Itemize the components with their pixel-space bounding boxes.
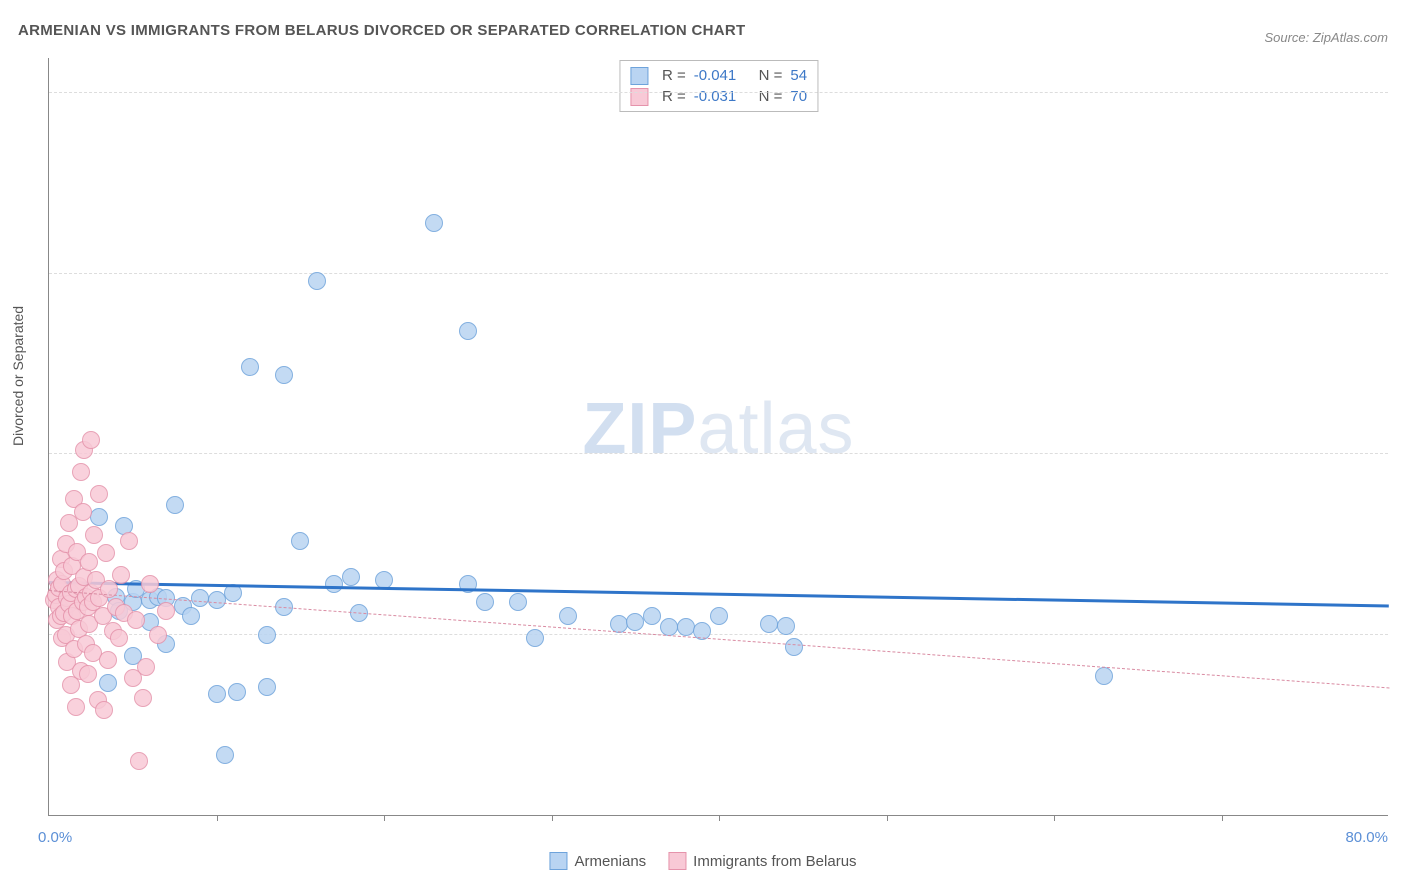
data-point bbox=[137, 658, 155, 676]
data-point bbox=[208, 591, 226, 609]
gridline bbox=[49, 273, 1388, 274]
data-point bbox=[626, 613, 644, 631]
data-point bbox=[120, 532, 138, 550]
n-label: N = bbox=[750, 65, 782, 86]
data-point bbox=[208, 685, 226, 703]
trend-line bbox=[49, 581, 1389, 607]
data-point bbox=[258, 678, 276, 696]
gridline bbox=[49, 453, 1388, 454]
y-tick-label: 20.0% bbox=[1395, 429, 1406, 446]
data-point bbox=[258, 626, 276, 644]
data-point bbox=[677, 618, 695, 636]
data-point bbox=[559, 607, 577, 625]
x-tick bbox=[1222, 815, 1223, 821]
data-point bbox=[182, 607, 200, 625]
data-point bbox=[216, 746, 234, 764]
data-point bbox=[80, 553, 98, 571]
data-point bbox=[191, 589, 209, 607]
r-value: -0.031 bbox=[694, 86, 737, 107]
x-tick bbox=[1054, 815, 1055, 821]
data-point bbox=[82, 431, 100, 449]
correlation-stats-box: R = -0.041 N = 54R = -0.031 N = 70 bbox=[619, 60, 818, 112]
legend-item: Immigrants from Belarus bbox=[668, 852, 856, 870]
data-point bbox=[325, 575, 343, 593]
source-attribution: Source: ZipAtlas.com bbox=[1264, 30, 1388, 45]
data-point bbox=[643, 607, 661, 625]
stats-row: R = -0.031 N = 70 bbox=[630, 86, 807, 107]
data-point bbox=[526, 629, 544, 647]
data-point bbox=[760, 615, 778, 633]
legend-swatch bbox=[668, 852, 686, 870]
chart-title: ARMENIAN VS IMMIGRANTS FROM BELARUS DIVO… bbox=[18, 22, 746, 39]
x-tick bbox=[719, 815, 720, 821]
data-point bbox=[459, 322, 477, 340]
x-axis-max-label: 80.0% bbox=[1345, 829, 1388, 846]
legend-label: Immigrants from Belarus bbox=[693, 853, 856, 870]
data-point bbox=[99, 651, 117, 669]
n-value: 70 bbox=[790, 86, 807, 107]
data-point bbox=[85, 526, 103, 544]
data-point bbox=[660, 618, 678, 636]
scatter-plot: ZIPatlas R = -0.041 N = 54R = -0.031 N =… bbox=[48, 58, 1388, 816]
y-tick-label: 40.0% bbox=[1395, 68, 1406, 85]
data-point bbox=[476, 593, 494, 611]
legend-swatch bbox=[630, 88, 648, 106]
x-tick bbox=[217, 815, 218, 821]
gridline bbox=[49, 634, 1388, 635]
gridline bbox=[49, 92, 1388, 93]
data-point bbox=[112, 566, 130, 584]
data-point bbox=[241, 358, 259, 376]
y-tick-label: 10.0% bbox=[1395, 609, 1406, 626]
data-point bbox=[157, 602, 175, 620]
data-point bbox=[90, 485, 108, 503]
legend-swatch bbox=[549, 852, 567, 870]
watermark: ZIPatlas bbox=[582, 387, 854, 469]
data-point bbox=[1095, 667, 1113, 685]
n-value: 54 bbox=[790, 65, 807, 86]
data-point bbox=[710, 607, 728, 625]
data-point bbox=[342, 568, 360, 586]
r-label: R = bbox=[662, 86, 686, 107]
data-point bbox=[134, 689, 152, 707]
data-point bbox=[95, 701, 113, 719]
series-legend: Armenians Immigrants from Belarus bbox=[549, 852, 856, 870]
data-point bbox=[72, 463, 90, 481]
r-value: -0.041 bbox=[694, 65, 737, 86]
data-point bbox=[110, 629, 128, 647]
legend-label: Armenians bbox=[574, 853, 646, 870]
x-axis-min-label: 0.0% bbox=[38, 829, 72, 846]
trend-line bbox=[49, 590, 1389, 688]
data-point bbox=[275, 366, 293, 384]
data-point bbox=[509, 593, 527, 611]
data-point bbox=[130, 752, 148, 770]
data-point bbox=[97, 544, 115, 562]
r-label: R = bbox=[662, 65, 686, 86]
data-point bbox=[67, 698, 85, 716]
data-point bbox=[166, 496, 184, 514]
data-point bbox=[149, 626, 167, 644]
n-label: N = bbox=[750, 86, 782, 107]
x-tick bbox=[384, 815, 385, 821]
watermark-bold: ZIP bbox=[582, 388, 697, 468]
data-point bbox=[127, 611, 145, 629]
data-point bbox=[785, 638, 803, 656]
data-point bbox=[141, 575, 159, 593]
watermark-rest: atlas bbox=[697, 388, 854, 468]
stats-row: R = -0.041 N = 54 bbox=[630, 65, 807, 86]
data-point bbox=[90, 508, 108, 526]
legend-swatch bbox=[630, 67, 648, 85]
y-tick-label: 30.0% bbox=[1395, 248, 1406, 265]
legend-item: Armenians bbox=[549, 852, 646, 870]
data-point bbox=[777, 617, 795, 635]
y-axis-label: Divorced or Separated bbox=[10, 306, 26, 446]
data-point bbox=[74, 503, 92, 521]
x-tick bbox=[887, 815, 888, 821]
data-point bbox=[308, 272, 326, 290]
data-point bbox=[291, 532, 309, 550]
x-tick bbox=[552, 815, 553, 821]
data-point bbox=[79, 665, 97, 683]
data-point bbox=[425, 214, 443, 232]
data-point bbox=[99, 674, 117, 692]
data-point bbox=[228, 683, 246, 701]
